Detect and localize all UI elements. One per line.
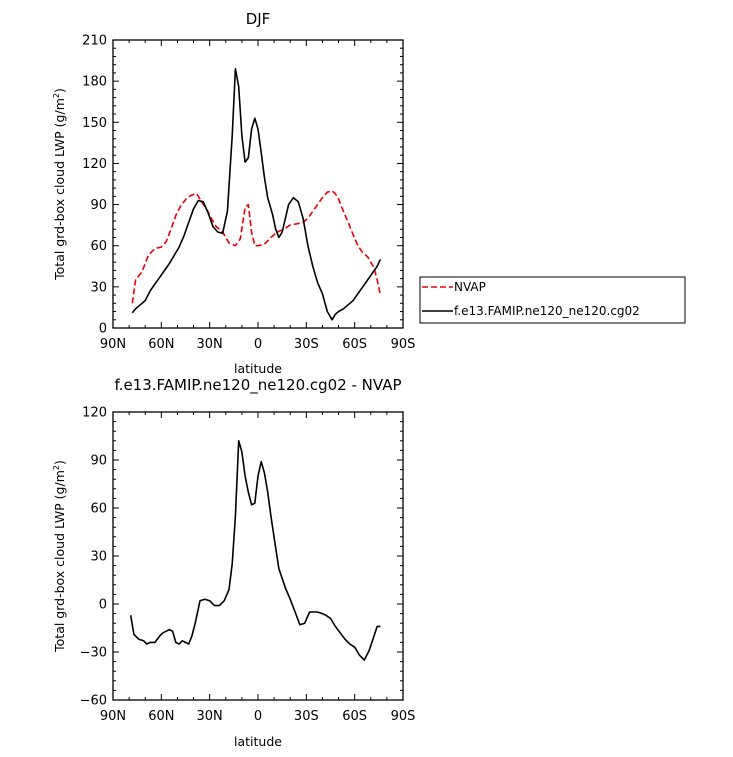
top-panel: DJF 0 30 60 90 120 150 180 210 90N 60N 30N 0 30S 60S… — [52, 10, 686, 376]
bottom-panel-x-tick-label: 30S — [294, 709, 319, 724]
top-panel-series-line-1 — [131, 190, 382, 304]
top-panel-y-tick-label: 90 — [90, 198, 107, 213]
bottom-panel-y-tick-label: 90 — [90, 454, 107, 469]
bottom-panel-x-tick-label: 60S — [342, 709, 367, 724]
top-panel-x-axis-label: latitude — [234, 361, 282, 376]
top-panel-y-tick-label: 60 — [90, 239, 107, 254]
top-panel-series-line-2 — [131, 68, 382, 321]
bottom-panel-series-line-1 — [129, 439, 381, 661]
bottom-panel-x-tick-label: 60N — [148, 709, 174, 724]
bottom-panel-frame — [112, 411, 404, 701]
bottom-panel-y-tick-label: 60 — [90, 502, 107, 517]
bottom-panel-y-axis-label: Total grd-box cloud LWP (g/m2) — [52, 460, 67, 653]
top-panel-x-tick-label: 60N — [148, 337, 174, 352]
top-panel-y-tick-label: 210 — [82, 34, 107, 49]
top-panel-y-axis-label: Total grd-box cloud LWP (g/m2) — [52, 88, 67, 281]
top-panel-y-axis-label-sup: 2 — [52, 93, 61, 98]
legend-label-nvap: NVAP — [454, 280, 486, 294]
top-panel-title: DJF — [246, 10, 271, 28]
bottom-panel-y-tick-label: −30 — [80, 646, 107, 661]
bottom-panel-x-tick-label: 90N — [100, 709, 126, 724]
bottom-panel-x-tick-label: 30N — [197, 709, 223, 724]
legend-box — [419, 276, 686, 324]
top-panel-x-tick-label: 0 — [254, 337, 262, 352]
bottom-panel-series — [129, 439, 381, 661]
top-panel-x-axis: 90N 60N 30N 0 30S 60S 90S — [100, 40, 416, 352]
bottom-panel-y-axis-label-main: Total grd-box cloud LWP (g/m — [52, 470, 67, 653]
top-panel-x-tick-label: 30N — [197, 337, 223, 352]
top-panel-y-tick-label: 150 — [82, 116, 107, 131]
bottom-panel-y-tick-label: 120 — [82, 406, 107, 421]
bottom-panel-x-axis: 90N 60N 30N 0 30S 60S 90S — [100, 412, 416, 724]
legend-label-model: f.e13.FAMIP.ne120_ne120.cg02 — [454, 304, 640, 318]
top-panel-frame — [112, 39, 404, 329]
top-panel-y-axis: 0 30 60 90 120 150 180 210 — [82, 34, 403, 337]
top-panel-x-tick-label: 60S — [342, 337, 367, 352]
top-panel-y-tick-label: 30 — [90, 280, 107, 295]
bottom-panel-title: f.e13.FAMIP.ne120_ne120.cg02 - NVAP — [114, 376, 401, 395]
top-panel-y-axis-label-end: ) — [52, 88, 67, 93]
bottom-panel-y-axis-label-sup: 2 — [52, 465, 61, 470]
top-panel-x-tick-label: 90S — [391, 337, 416, 352]
top-panel-x-tick-label: 30S — [294, 337, 319, 352]
top-panel-y-tick-label: 0 — [99, 322, 107, 337]
bottom-panel-x-tick-label: 0 — [254, 709, 262, 724]
top-panel-y-axis-label-main: Total grd-box cloud LWP (g/m — [52, 98, 67, 281]
top-panel-x-tick-label: 90N — [100, 337, 126, 352]
bottom-panel: f.e13.FAMIP.ne120_ne120.cg02 - NVAP −60−… — [52, 376, 415, 749]
bottom-panel-y-axis-label-end: ) — [52, 460, 67, 465]
bottom-panel-x-tick-label: 90S — [391, 709, 416, 724]
bottom-panel-x-axis-label: latitude — [234, 734, 282, 749]
legend: NVAP f.e13.FAMIP.ne120_ne120.cg02 — [419, 276, 686, 324]
bottom-panel-y-tick-label: 30 — [90, 550, 107, 565]
top-panel-y-tick-label: 120 — [82, 157, 107, 172]
bottom-panel-y-axis: −60 −30 0 30 60 90 120 — [80, 406, 403, 709]
bottom-panel-y-tick-label: −60 — [80, 694, 107, 709]
top-panel-series — [131, 68, 382, 321]
top-panel-y-tick-label: 180 — [82, 75, 107, 90]
bottom-panel-y-tick-label: 0 — [99, 598, 107, 613]
